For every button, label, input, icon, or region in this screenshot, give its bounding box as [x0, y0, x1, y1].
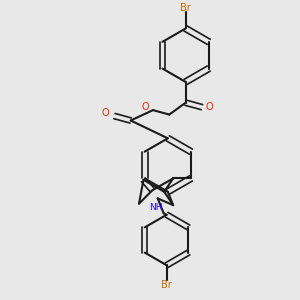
Text: Br: Br: [180, 3, 191, 13]
Text: Br: Br: [161, 280, 172, 290]
Text: O: O: [142, 102, 149, 112]
Text: O: O: [102, 108, 109, 118]
Text: O: O: [206, 102, 213, 112]
Text: NH: NH: [149, 203, 163, 212]
